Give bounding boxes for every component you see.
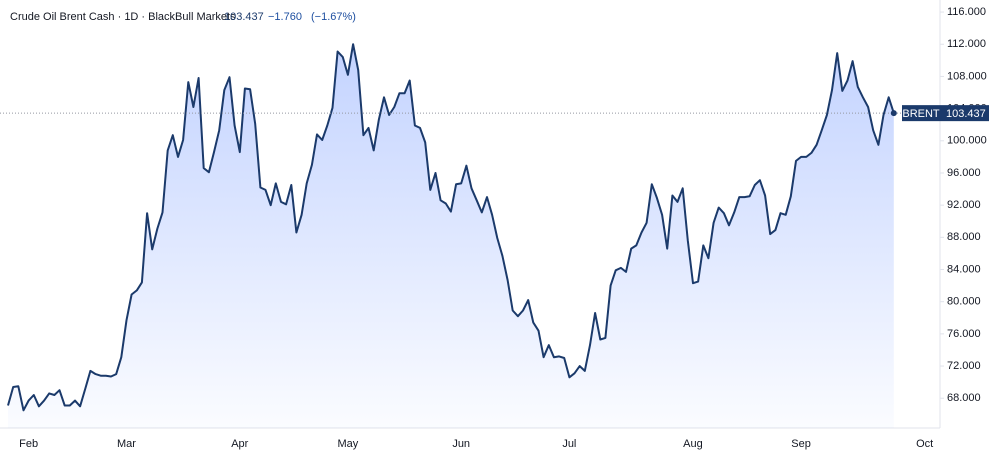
change-percent: (−1.67%) (311, 11, 356, 23)
y-tick-label: 116.000 (947, 6, 986, 18)
price-badge-label: 103.437 (946, 108, 986, 120)
change: −1.760 (268, 11, 302, 23)
y-tick-label: 84.000 (947, 263, 981, 275)
x-tick-label: Jul (562, 438, 576, 450)
last-point (890, 110, 897, 117)
y-tick-label: 96.000 (947, 167, 981, 179)
y-tick-label: 92.000 (947, 199, 981, 211)
legend-badge (902, 105, 940, 122)
y-tick-label: 76.000 (947, 328, 981, 340)
legend-name: BRENT (902, 108, 940, 120)
y-tick-label: 100.000 (947, 135, 987, 147)
area-fill (8, 44, 894, 428)
x-tick-label: May (338, 438, 359, 450)
x-tick-label: Feb (19, 438, 38, 450)
x-tick-label: Apr (231, 438, 248, 450)
last-price: 103.437 (224, 11, 264, 23)
price-line (7, 43, 895, 412)
y-tick-label: 112.000 (947, 38, 986, 50)
y-tick-label: 72.000 (947, 360, 981, 372)
x-tick-label: Sep (791, 438, 811, 450)
y-tick-label: 68.000 (947, 392, 981, 404)
price-badge (940, 105, 989, 122)
y-tick-label: 88.000 (947, 231, 981, 243)
x-tick-label: Aug (683, 438, 703, 450)
x-tick-label: Oct (916, 438, 933, 450)
x-tick-label: Jun (452, 438, 470, 450)
y-tick-label: 108.000 (947, 70, 987, 82)
chart-title: Crude Oil Brent Cash · 1D · BlackBull Ma… (10, 11, 236, 23)
x-tick-label: Mar (117, 438, 136, 450)
y-tick-label: 80.000 (947, 296, 981, 308)
